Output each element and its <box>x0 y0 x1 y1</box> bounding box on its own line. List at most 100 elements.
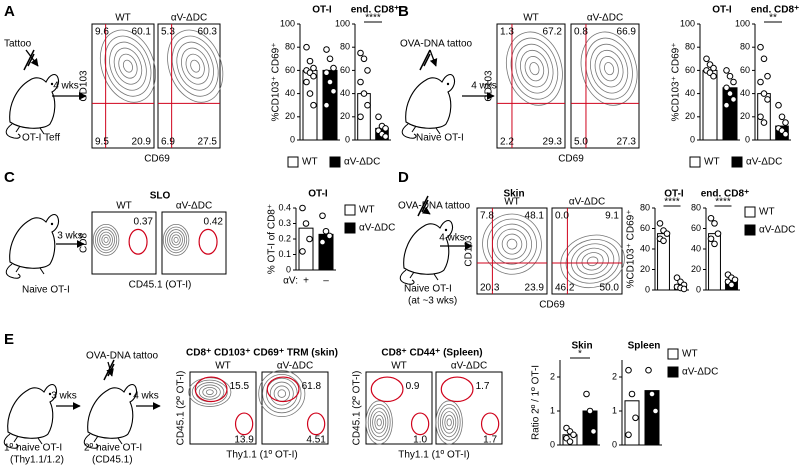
contour <box>580 31 638 106</box>
y-tick-label: 80 <box>640 202 650 212</box>
contour <box>99 231 113 249</box>
annotation: OVA-DNA tattoo <box>400 39 473 50</box>
contour <box>265 377 298 410</box>
data-point <box>673 274 681 282</box>
contour <box>262 373 302 414</box>
data-point <box>775 101 782 109</box>
legend-label: αV-ΔDC <box>344 157 380 168</box>
mouse-eye <box>444 228 448 232</box>
y-tick-label: 40 <box>691 243 701 253</box>
panel-label: D <box>398 169 409 186</box>
gate-label: 7.8 <box>480 211 494 222</box>
mouse-tail <box>83 433 99 449</box>
mouse-tail <box>399 269 415 285</box>
annotation: Naive OT-I <box>416 133 464 144</box>
gate-label: 4.51 <box>306 434 326 445</box>
data-point <box>764 72 771 80</box>
y-tick-label: 0 <box>745 134 750 144</box>
annotation: 4 wks <box>53 81 79 92</box>
mouse-body <box>9 73 60 129</box>
data-point <box>566 438 574 445</box>
data-point <box>319 212 326 220</box>
annotation: OVA-DNA tattoo <box>398 201 471 212</box>
gate-label: 67.2 <box>543 27 563 38</box>
y-tick-label: 40 <box>285 88 295 98</box>
y-tick-label: 20 <box>685 111 695 121</box>
plot-title: αV-ΔDC <box>171 13 207 24</box>
data-point <box>357 78 364 86</box>
mouse-leg <box>15 265 45 275</box>
y-tick-label: 40 <box>685 88 695 98</box>
contour <box>599 56 619 82</box>
annotation: OT-I Teff <box>22 133 60 144</box>
mouse-icon <box>3 383 58 449</box>
y-tick-label: 80 <box>740 42 750 52</box>
y-tick-label: 20 <box>740 111 750 121</box>
contour <box>122 59 133 73</box>
significance: **** <box>365 13 381 24</box>
flow-title: Skin <box>503 189 524 200</box>
contour <box>444 414 455 430</box>
data-point <box>714 230 722 237</box>
annotation: 4 wks <box>133 391 159 402</box>
gate-label: 13.9 <box>234 434 254 445</box>
y-axis-label: %CD103⁺ CD69⁺ <box>626 210 637 289</box>
panel-label: E <box>4 331 14 348</box>
data-point <box>310 64 317 72</box>
legend-swatch <box>329 156 341 168</box>
contour <box>506 31 563 106</box>
data-point <box>326 78 334 86</box>
x-axis-label: Thy1.1 (1º OT-I) <box>398 450 469 461</box>
chart-title: OT-I <box>664 189 684 200</box>
y-tick-label: 40 <box>740 88 750 98</box>
data-point <box>302 220 310 227</box>
contour <box>585 37 633 100</box>
gate-label: 0.0 <box>555 211 569 222</box>
contour <box>185 53 205 79</box>
y-tick-label: 20 <box>285 111 295 121</box>
contour <box>524 56 545 82</box>
gate-label: 9.1 <box>605 211 619 222</box>
y-tick-label: 0.4 <box>278 202 291 212</box>
gate <box>234 412 254 436</box>
x-axis-label: CD69 <box>539 300 565 311</box>
annotation: Naive OT-I <box>22 285 70 296</box>
data-point <box>707 214 715 222</box>
contour <box>103 236 109 243</box>
data-point <box>306 235 313 243</box>
contour <box>198 384 221 400</box>
plot-frame <box>365 371 433 445</box>
mouse-tail <box>5 263 21 279</box>
contour <box>501 233 523 255</box>
mouse-eye <box>50 82 54 86</box>
contour <box>104 35 152 97</box>
gate-label: 61.8 <box>302 381 322 392</box>
y-tick-label: 100 <box>280 18 295 28</box>
contour <box>162 223 190 256</box>
contour <box>191 379 228 405</box>
data-point <box>652 407 659 415</box>
contour <box>171 35 219 97</box>
data-point <box>326 55 334 63</box>
x-tick-label: – <box>323 276 329 287</box>
y-tick-label: 0.1 <box>278 249 291 259</box>
syringe <box>103 359 115 381</box>
mouse-body <box>9 213 60 269</box>
data-point <box>357 113 364 121</box>
y-tick-label: 0 <box>290 134 295 144</box>
data-point <box>299 204 306 212</box>
data-point <box>625 366 632 374</box>
contour <box>367 403 391 441</box>
mouse-icon <box>401 73 456 139</box>
gate <box>306 412 326 436</box>
gate-label: 23.9 <box>525 283 545 294</box>
contour <box>506 238 518 250</box>
gate-label: 5.0 <box>574 137 588 148</box>
data-point <box>586 407 594 415</box>
contour <box>581 252 604 271</box>
gate-label: 60.1 <box>132 27 152 38</box>
gate-label: 2.2 <box>500 137 514 148</box>
gate-label: 15.5 <box>230 381 250 392</box>
flow-title: CD8⁺ CD44⁺ (Spleen) <box>381 348 482 359</box>
gate-label: 29.3 <box>543 137 563 148</box>
